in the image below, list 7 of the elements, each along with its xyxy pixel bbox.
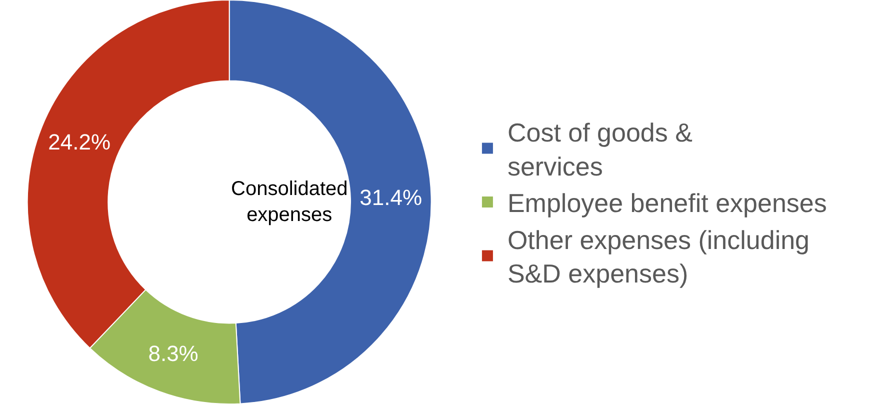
legend-label: Other expenses (including S&D expenses): [507, 224, 810, 289]
legend-label: Cost of goods & services: [507, 118, 692, 182]
data-label: 24.2%: [48, 129, 111, 154]
data-label: 31.4%: [360, 185, 422, 210]
data-label: 8.3%: [148, 341, 198, 366]
text: Consolidated expenses: [231, 178, 348, 226]
legend-label: Employee benefit expenses: [507, 188, 827, 218]
